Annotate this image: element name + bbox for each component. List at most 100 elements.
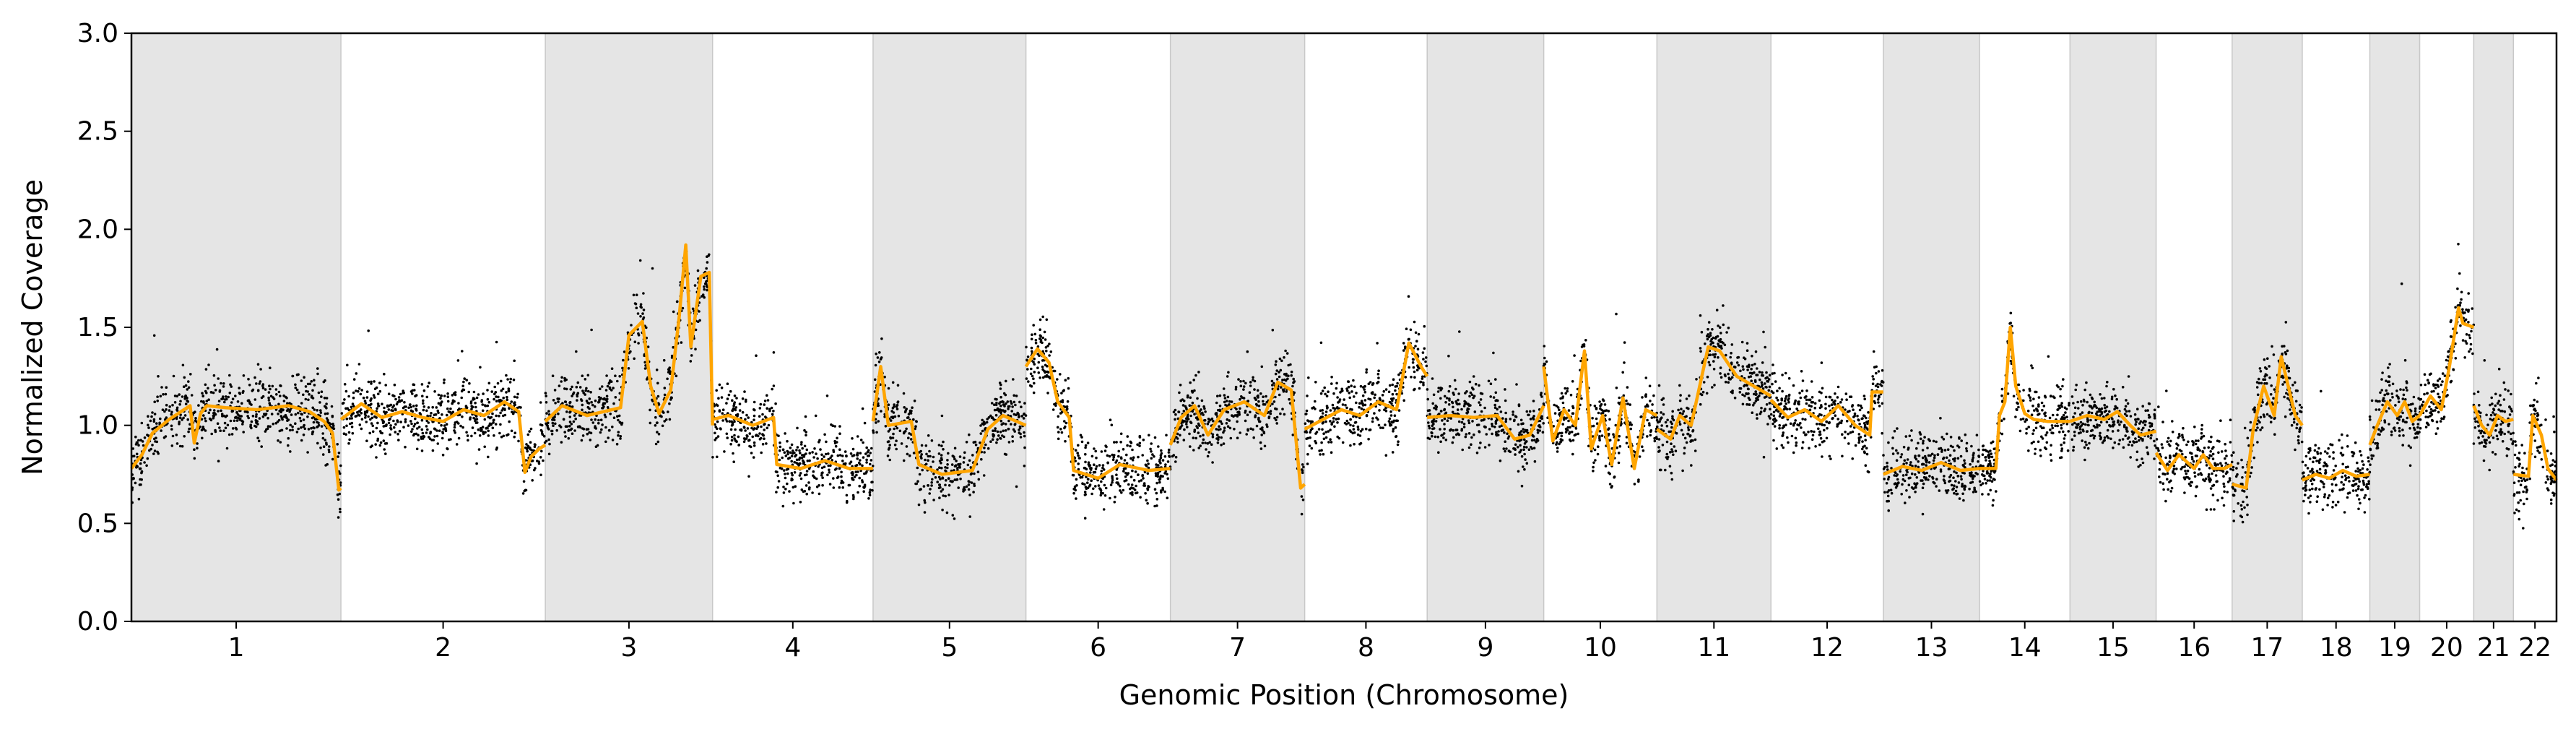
coverage-point-chr11 [1664,421,1668,424]
coverage-point-chr10 [1614,423,1618,427]
coverage-point-chr6 [1146,459,1149,462]
coverage-point-chr3 [616,415,619,418]
coverage-point-chr10 [1566,389,1569,393]
coverage-point-chr11 [1686,426,1690,429]
coverage-point-chr1 [196,447,199,450]
coverage-point-chr5 [1012,394,1015,397]
coverage-point-chr11 [1741,365,1745,368]
coverage-point-chr4 [818,439,821,442]
coverage-point-chr4 [862,456,865,459]
coverage-point-chr7 [1177,410,1180,413]
coverage-point-chr6 [1105,445,1108,449]
coverage-point-chr2 [368,431,371,435]
coverage-point-chr11 [1713,355,1717,358]
coverage-point-chr11 [1711,328,1714,331]
coverage-point-chr9 [1454,400,1457,403]
coverage-point-chr1 [300,439,303,442]
coverage-point-chr5 [908,454,911,457]
coverage-point-chr2 [351,402,355,405]
coverage-point-chr9 [1445,397,1449,400]
coverage-point-chr3 [590,400,593,404]
coverage-point-chr4 [845,454,848,457]
coverage-point-chr9 [1512,419,1516,423]
coverage-point-chr6 [1056,426,1059,429]
coverage-point-chr7 [1252,376,1254,379]
coverage-point-chr5 [914,427,916,431]
coverage-point-chr1 [338,492,342,496]
coverage-point-chr9 [1437,387,1440,389]
coverage-point-chr4 [832,486,836,489]
coverage-point-chr5 [938,483,941,486]
coverage-point-chr6 [1046,371,1050,374]
coverage-point-chr9 [1436,435,1440,439]
coverage-point-chr5 [932,473,935,475]
coverage-point-chr2 [393,395,396,398]
coverage-point-chr1 [136,465,139,468]
coverage-point-chr1 [187,380,190,383]
coverage-point-chr7 [1211,461,1214,464]
coverage-point-chr1 [207,398,210,401]
coverage-point-chr8 [1347,421,1350,425]
coverage-point-chr1 [225,397,228,401]
coverage-point-chr11 [1754,390,1757,393]
coverage-point-chr5 [924,444,928,447]
coverage-point-chr6 [1097,484,1101,487]
coverage-point-chr11 [1751,404,1755,407]
coverage-point-chr1 [137,444,140,447]
coverage-point-chr7 [1174,408,1177,412]
coverage-point-chr2 [438,417,441,420]
coverage-point-chr9 [1430,431,1433,434]
coverage-point-chr1 [306,451,309,454]
coverage-point-chr4 [831,459,833,462]
coverage-point-chr9 [1442,432,1446,435]
coverage-point-chr1 [140,470,144,473]
coverage-point-chr7 [1259,447,1263,450]
coverage-point-chr2 [465,431,468,434]
coverage-point-chr9 [1522,422,1525,425]
coverage-point-chr7 [1208,441,1211,444]
coverage-point-chr3 [706,261,709,264]
coverage-point-chr5 [891,381,895,384]
coverage-point-chr1 [183,376,186,379]
coverage-point-chr7 [1189,421,1192,423]
coverage-point-chr6 [1155,481,1158,485]
coverage-point-chr6 [1084,460,1087,464]
coverage-point-chr5 [939,478,942,480]
coverage-point-chr5 [883,415,886,418]
coverage-point-chr6 [1064,405,1067,409]
coverage-point-chr1 [170,413,173,416]
coverage-point-chr9 [1506,437,1510,440]
coverage-point-chr9 [1462,426,1466,428]
coverage-point-chr7 [1258,420,1262,423]
coverage-point-chr3 [657,402,661,406]
coverage-point-chr11 [1761,383,1764,387]
coverage-point-chr2 [486,389,489,392]
coverage-point-chr3 [576,381,580,384]
coverage-point-chr4 [784,476,787,480]
coverage-point-chr8 [1391,383,1394,387]
coverage-point-chr4 [748,432,752,435]
coverage-point-chr6 [1033,363,1036,366]
coverage-point-chr2 [414,417,417,421]
coverage-point-chr5 [1018,400,1021,404]
coverage-point-chr6 [1075,478,1078,481]
coverage-point-chr4 [790,472,794,475]
coverage-point-chr8 [1324,410,1328,413]
coverage-point-chr1 [214,389,217,392]
coverage-point-chr2 [501,407,505,410]
coverage-point-chr2 [493,434,495,437]
coverage-point-chr4 [816,457,819,460]
coverage-point-chr1 [258,417,261,420]
coverage-point-chr11 [1714,353,1717,356]
coverage-point-chr8 [1361,404,1365,407]
coverage-point-chr3 [587,402,591,405]
coverage-point-chr11 [1699,347,1702,350]
coverage-point-chr2 [437,411,440,414]
coverage-point-chr2 [477,393,480,396]
coverage-point-chr7 [1244,382,1247,385]
coverage-point-chr4 [772,384,776,387]
coverage-point-chr1 [143,436,147,439]
chromosome-band-1 [131,33,342,622]
coverage-point-chr11 [1765,371,1768,374]
coverage-point-chr3 [562,418,565,421]
